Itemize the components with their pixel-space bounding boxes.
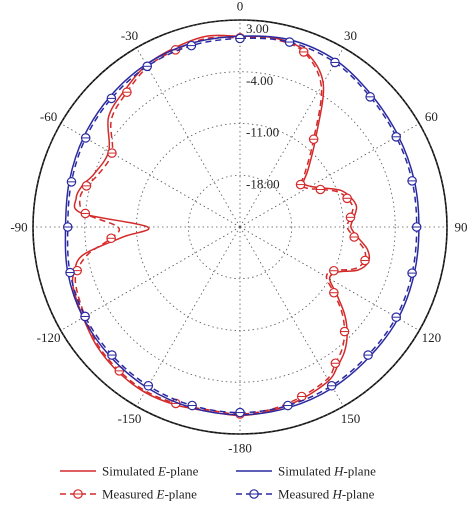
legend-label-prefix: Simulated: [278, 464, 334, 479]
legend-label-prefix: Measured: [278, 487, 333, 502]
grid-ring: [187, 174, 293, 280]
legend-label-suffix: -plane: [342, 487, 375, 502]
legend-label-plane-letter: E: [157, 464, 166, 479]
radial-tick-label: -4.00: [246, 73, 273, 88]
legend-item-measured-e-plane: Measured E-plane: [60, 487, 197, 502]
legend-label-plane-letter: E: [156, 487, 165, 502]
legend: Simulated E-plane Simulated H-planeMeasur…: [60, 464, 376, 502]
grid-spoke: [60, 123, 241, 228]
grid-spoke: [239, 47, 344, 228]
grid-ring: [32, 19, 448, 435]
measured-e-plane-line: [74, 36, 367, 415]
angle-tick-labels: 0 30 60 90 120 150 -180 -150 -120 -90 -60 -30: [10, 0, 467, 456]
simulated-e-plane-line: [71, 34, 371, 417]
legend-label-plane-letter: H: [333, 464, 344, 479]
angle-tick-label: -90: [10, 220, 27, 235]
series-layer: [62, 32, 422, 419]
angle-tick-label: -60: [40, 109, 57, 124]
legend-item-measured-h-plane: Measured H-plane: [236, 487, 375, 502]
radial-tick-labels: 3.00 -4.00 -11.00 -18.00: [246, 21, 280, 191]
legend-label-suffix: -plane: [166, 464, 199, 479]
angle-tick-label: 150: [341, 411, 361, 426]
series-simulated-e-plane: [71, 34, 371, 417]
radial-tick-label: -18.00: [246, 176, 280, 191]
legend-label: Simulated E-plane: [102, 464, 199, 479]
grid-spoke: [239, 226, 344, 407]
angle-tick-label: -180: [228, 441, 252, 456]
grid-ring: [84, 71, 396, 383]
grid-spoke: [136, 47, 241, 228]
legend-label: Simulated H-plane: [278, 464, 376, 479]
angle-tick-label: 30: [344, 28, 357, 43]
legend-label-prefix: Measured: [102, 487, 157, 502]
angle-tick-label: 0: [237, 0, 244, 14]
grid-spoke: [60, 226, 241, 331]
legend-label: Measured E-plane: [102, 487, 197, 502]
legend-label: Measured H-plane: [278, 487, 375, 502]
grid-spoke: [239, 123, 420, 228]
grid-spoke: [136, 226, 241, 407]
legend-label-suffix: -plane: [164, 487, 197, 502]
angle-tick-label: 120: [422, 330, 442, 345]
legend-label-plane-letter: H: [332, 487, 343, 502]
series-measured-h-plane: [62, 33, 422, 418]
angle-tick-label: 60: [425, 109, 438, 124]
radial-tick-label: 3.00: [246, 21, 269, 36]
angle-tick-label: -30: [121, 28, 138, 43]
legend-label-prefix: Simulated: [102, 464, 158, 479]
radial-tick-label: -11.00: [246, 125, 279, 140]
angle-tick-label: -120: [37, 330, 61, 345]
angle-tick-label: 90: [455, 220, 468, 235]
series-measured-e-plane: [72, 32, 370, 419]
legend-item-simulated-h-plane: Simulated H-plane: [236, 464, 376, 479]
polar-grid: [32, 19, 448, 435]
angle-tick-label: -150: [118, 411, 142, 426]
legend-item-simulated-e-plane: Simulated E-plane: [60, 464, 199, 479]
legend-label-suffix: -plane: [343, 464, 376, 479]
